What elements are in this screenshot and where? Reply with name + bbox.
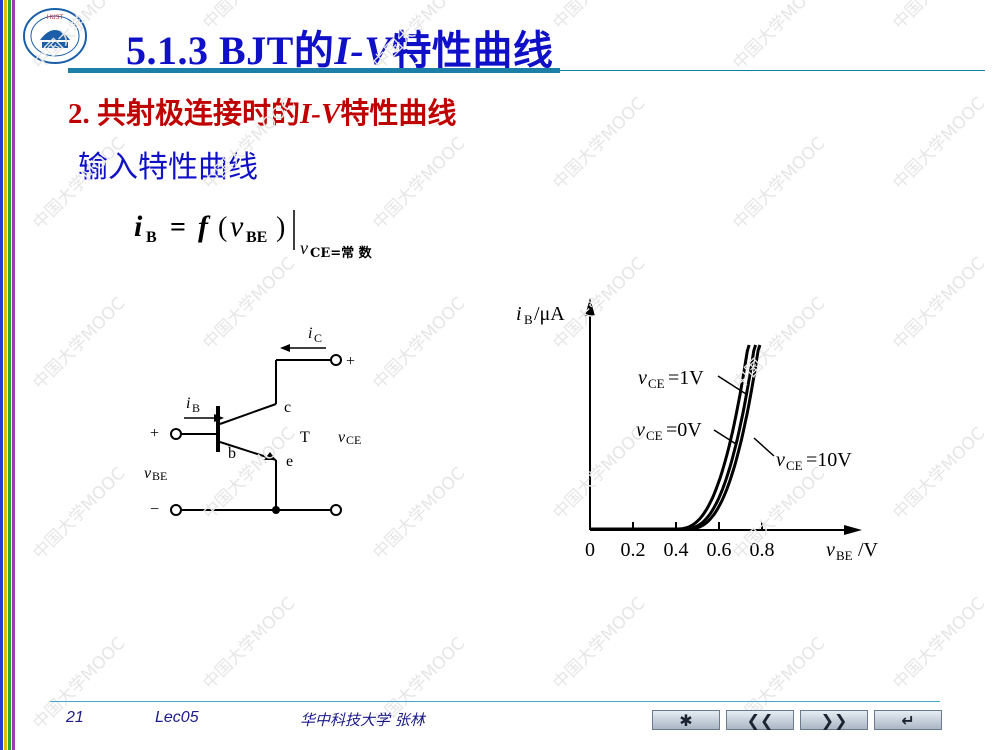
x-tick-label-4: 0.8 [750, 539, 775, 561]
title-underline-bar [68, 68, 560, 73]
svg-text:HUST: HUST [47, 14, 64, 21]
vce-sub: CE [346, 433, 361, 447]
university-logo: HUST [23, 8, 87, 64]
collector-label: c [284, 399, 291, 416]
ib-sub: B [192, 401, 200, 415]
emitter-arrow [264, 452, 276, 460]
watermark-text-5: 中国大学MOOC [889, 0, 989, 34]
series-label-sub-0: CE [646, 428, 663, 443]
school-author: 华中科技大学 张林 [300, 711, 425, 729]
y-axis-label-var: i [516, 303, 522, 325]
formula-cond-text: CE=常 数 [310, 245, 373, 261]
title-underline-line [560, 70, 985, 71]
input-minus-terminal [170, 504, 182, 516]
series-label-var-2: v [776, 449, 785, 471]
formula-cond-var: v [300, 238, 308, 258]
vbe-label: v [144, 465, 152, 482]
formula-close-paren: ) [276, 212, 285, 243]
watermark-text-4: 中国大学MOOC [729, 0, 829, 74]
nav-home-button[interactable]: ✱ [652, 710, 720, 730]
x-tick-label-2: 0.4 [664, 539, 689, 561]
formula-lhs: i [134, 210, 143, 243]
page-number: 21 [66, 709, 84, 726]
vce-label: v [338, 429, 346, 446]
y-axis-arrow [585, 298, 595, 316]
x-axis-label-sub: BE [836, 548, 853, 563]
x-axis-label-unit: /V [858, 539, 879, 561]
left-stripe-blue [0, 0, 3, 750]
watermark-text-3: 中国大学MOOC [549, 0, 649, 34]
nav-prev-button[interactable]: ❮❮ [726, 710, 794, 730]
x-tick-label-3: 0.6 [707, 539, 732, 561]
formula-func: f [198, 210, 211, 243]
watermark-text-11: 中国大学MOOC [889, 94, 989, 194]
formula-var: v [230, 210, 244, 243]
section-heading: 2. 共射极连接时的I-V特性曲线 [68, 98, 457, 130]
slide-title: 5.1.3 BJT的I-V特性曲线 [126, 28, 554, 73]
collector-lead [219, 403, 277, 425]
vbe-sub: BE [152, 469, 167, 483]
series-label-var-1: v [638, 367, 647, 389]
watermark-text-29: 中国大学MOOC [889, 594, 989, 694]
series-label-sub-2: CE [786, 458, 803, 473]
footer-divider [50, 701, 940, 702]
subsection-heading: 输入特性曲线 [78, 151, 258, 184]
watermark-text-14: 中国大学MOOC [369, 294, 469, 394]
x-tick-label-1: 0.2 [621, 539, 646, 561]
input-plus-terminal [170, 428, 182, 440]
output-plus-terminal [330, 354, 342, 366]
output-minus-terminal [330, 504, 342, 516]
left-stripe-purple [12, 0, 15, 750]
transistor-label: T [300, 429, 310, 446]
series-leader-1 [717, 375, 747, 395]
series-label-sub-1: CE [648, 376, 665, 391]
series-line-2 [590, 344, 762, 531]
formula-equals: = [170, 212, 186, 243]
input-plus-sign: + [150, 425, 159, 442]
y-axis-label-sub: B [524, 312, 533, 327]
nav-next-button[interactable]: ❯❯ [800, 710, 868, 730]
series-label-value-1: =1V [668, 367, 704, 389]
formula-var-sub: BE [246, 229, 267, 246]
left-stripe-green [8, 0, 11, 750]
base-label: b [228, 445, 236, 462]
series-label-var-0: v [636, 419, 645, 441]
watermark-text-18: 中国大学MOOC [29, 464, 129, 564]
input-characteristic-formula: i B = f ( v BE ) v CE=常 数 [134, 210, 373, 261]
input-characteristic-graph: 0 0.2 0.4 0.6 0.8 i B /μA v BE /V v CE =0V v… [516, 298, 879, 563]
output-plus-sign: + [346, 353, 355, 370]
emitter-label: e [286, 453, 293, 470]
nav-back-button[interactable]: ↵ [874, 710, 942, 730]
common-emitter-circuit: i C i B c b e T v CE v BE + − + [144, 325, 361, 518]
watermark-text-25: 中国大学MOOC [199, 594, 299, 694]
watermark-text-12: 中国大学MOOC [29, 294, 129, 394]
series-leader-0 [713, 429, 737, 445]
x-axis-arrow [844, 525, 862, 535]
formula-open-paren: ( [218, 212, 227, 243]
watermark-text-17: 中国大学MOOC [889, 254, 989, 354]
watermark-text-20: 中国大学MOOC [369, 464, 469, 564]
watermark-text-9: 中国大学MOOC [549, 94, 649, 194]
left-stripe-yellow [4, 0, 7, 750]
ib-arrow-head [214, 414, 224, 422]
series-leader-2 [753, 437, 775, 457]
watermark-text-23: 中国大学MOOC [889, 424, 989, 524]
ground-junction [272, 506, 280, 514]
watermark-text-10: 中国大学MOOC [729, 134, 829, 234]
watermark-text-27: 中国大学MOOC [549, 594, 649, 694]
ic-label: i [308, 325, 312, 342]
x-axis-label-var: v [826, 539, 835, 561]
series-label-value-2: =10V [806, 449, 852, 471]
lecture-label: Lec05 [155, 709, 199, 726]
formula-lhs-sub: B [146, 229, 157, 246]
x-tick-label-0: 0 [585, 539, 595, 561]
ic-arrow-head [280, 344, 290, 352]
ic-sub: C [314, 331, 322, 345]
ib-label: i [186, 395, 190, 412]
y-axis-label-unit: /μA [534, 303, 565, 325]
series-label-value-0: =0V [666, 419, 702, 441]
input-minus-sign: − [150, 501, 159, 518]
